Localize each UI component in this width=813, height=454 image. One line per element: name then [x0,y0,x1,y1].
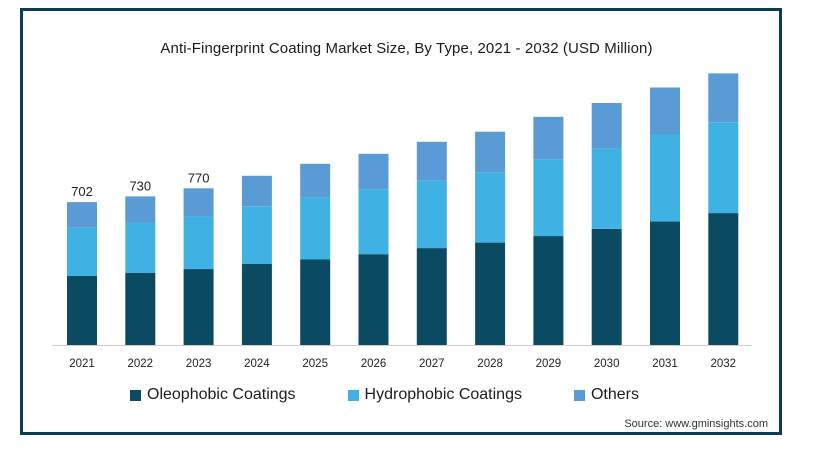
bar-others-2029 [533,116,564,160]
data-label-2023: 770 [188,170,210,185]
legend-label-hydrophobic: Hydrophobic Coatings [364,386,522,403]
x-tick-label-2032: 2032 [711,358,737,370]
bar-hydrophobic-coatings-2028 [475,172,506,243]
data-label-2022: 730 [129,178,151,193]
bar-oleophobic-coatings-2025 [300,259,331,345]
bar-hydrophobic-coatings-2029 [533,159,564,236]
bar-oleophobic-coatings-2027 [416,248,447,345]
x-tick-label-2023: 2023 [186,358,212,370]
x-tick-label-2031: 2031 [652,358,678,370]
bar-hydrophobic-coatings-2023 [183,216,214,269]
bar-hydrophobic-coatings-2030 [591,148,622,229]
legend-label-others: Others [590,386,639,403]
x-tick-label-2025: 2025 [302,358,328,370]
bar-others-2024 [241,175,272,207]
bar-others-2022 [125,196,156,223]
bar-hydrophobic-coatings-2026 [358,189,389,255]
bar-oleophobic-coatings-2029 [533,236,564,345]
bar-oleophobic-coatings-2028 [475,242,506,345]
bar-oleophobic-coatings-2021 [67,275,97,345]
legend-label-oleophobic: Oleophobic Coatings [147,386,296,403]
bar-oleophobic-coatings-2032 [708,213,739,345]
x-tick-label-2024: 2024 [244,358,270,370]
bar-others-2021 [67,202,97,228]
bar-others-2027 [416,141,447,181]
x-tick-label-2030: 2030 [594,358,620,370]
bar-others-2025 [300,163,331,198]
bar-others-2031 [650,87,680,135]
bar-oleophobic-coatings-2023 [183,269,214,345]
legend: Oleophobic Coatings Hydrophobic Coatings… [130,386,691,404]
x-tick-label-2021: 2021 [69,358,95,370]
bar-oleophobic-coatings-2022 [125,272,156,345]
bar-others-2023 [183,188,214,217]
bar-hydrophobic-coatings-2031 [650,134,680,222]
legend-swatch-others [573,389,585,401]
bar-oleophobic-coatings-2030 [591,229,622,345]
legend-item-oleophobic: Oleophobic Coatings [130,386,296,404]
legend-swatch-oleophobic [130,389,141,401]
bar-hydrophobic-coatings-2021 [67,227,97,276]
bar-others-2030 [591,103,622,149]
legend-swatch-hydrophobic [347,389,359,401]
bar-others-2026 [358,153,389,190]
bar-hydrophobic-coatings-2027 [416,180,447,249]
bar-oleophobic-coatings-2031 [650,221,680,345]
bar-hydrophobic-coatings-2022 [125,222,156,273]
bar-oleophobic-coatings-2026 [358,254,389,345]
x-tick-label-2026: 2026 [361,358,387,370]
bar-hydrophobic-coatings-2025 [300,197,331,260]
bar-hydrophobic-coatings-2024 [241,206,272,264]
bar-others-2032 [708,73,739,123]
legend-item-hydrophobic: Hydrophobic Coatings [347,386,522,404]
x-tick-label-2027: 2027 [419,358,445,370]
legend-item-others: Others [573,386,639,404]
x-tick-label-2029: 2029 [536,358,562,370]
source-note: Source: www.gminsights.com [624,418,768,430]
x-tick-label-2028: 2028 [477,358,503,370]
x-tick-label-2022: 2022 [128,358,154,370]
bar-others-2028 [475,131,506,173]
bar-oleophobic-coatings-2024 [241,264,272,345]
bar-hydrophobic-coatings-2032 [708,122,739,214]
chart-title: Anti-Fingerprint Coating Market Size, By… [160,40,653,57]
data-label-2021: 702 [71,184,93,199]
